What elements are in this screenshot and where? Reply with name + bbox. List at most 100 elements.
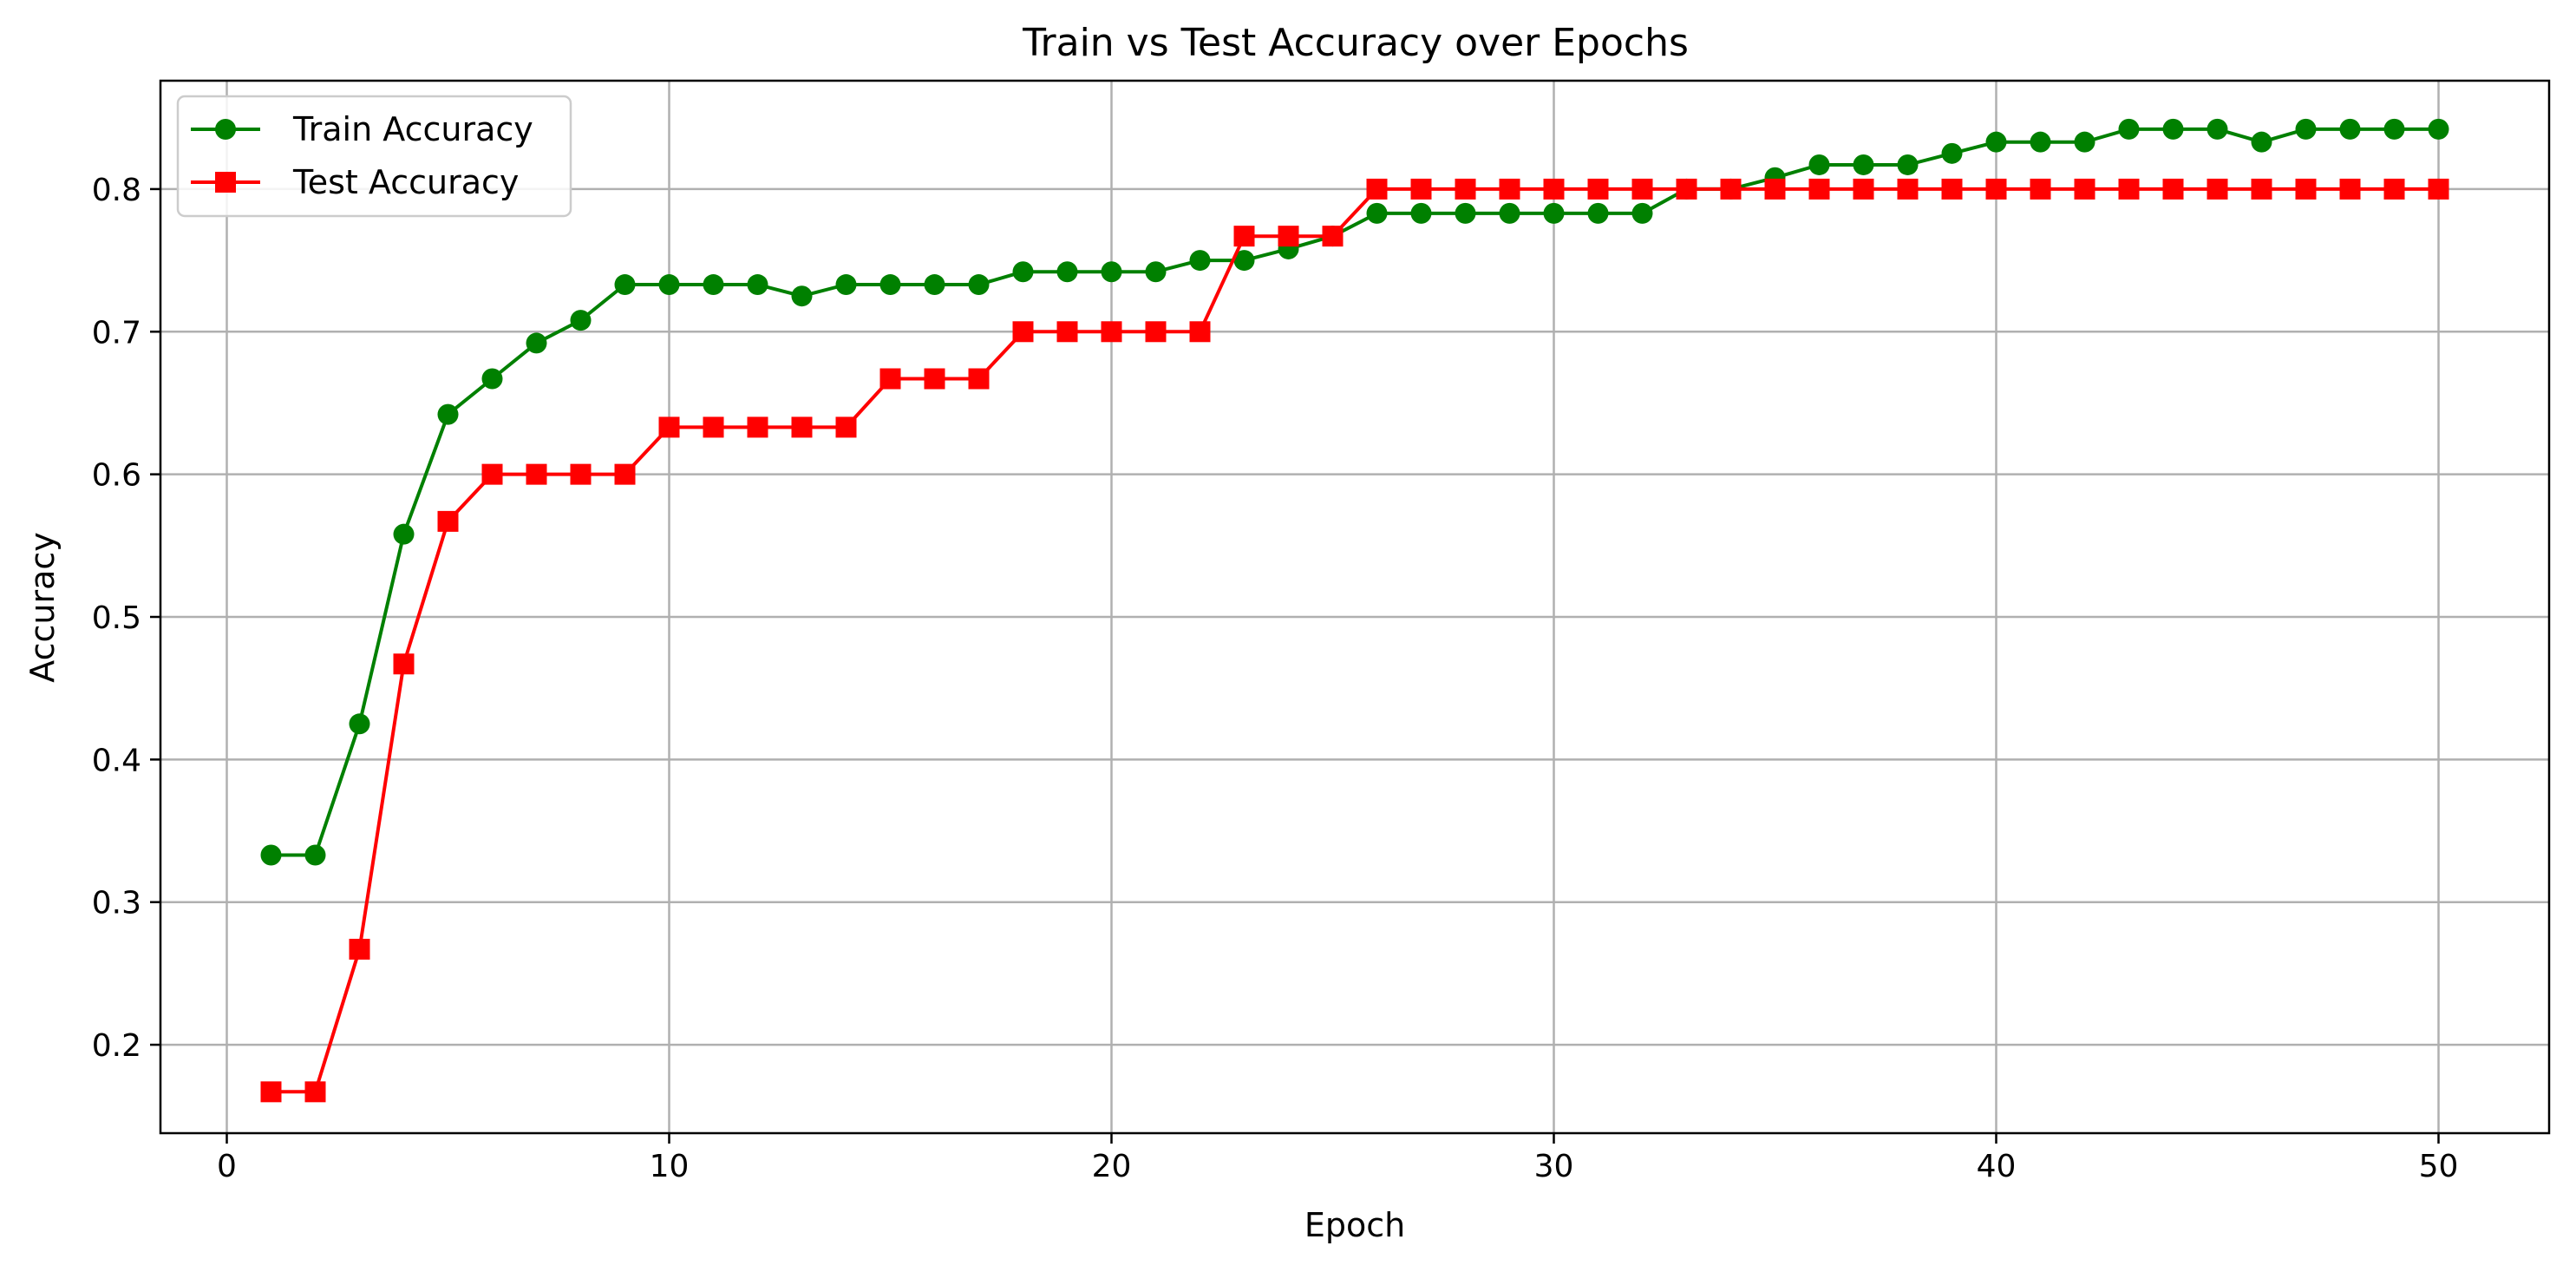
- train-accuracy-point: [614, 274, 636, 296]
- test-accuracy-point: [1985, 178, 2007, 200]
- test-accuracy-point: [1853, 178, 1874, 200]
- y-tick-label: 0.7: [92, 315, 141, 351]
- train-accuracy-point: [879, 274, 901, 296]
- train-accuracy-point: [1587, 202, 1609, 224]
- test-accuracy-point: [1941, 178, 1963, 200]
- legend-box: [176, 95, 572, 218]
- test-accuracy-point: [2030, 178, 2051, 200]
- train-accuracy-point: [349, 713, 370, 735]
- test-accuracy-point: [658, 416, 680, 438]
- test-accuracy-point: [349, 938, 370, 960]
- test-accuracy-point: [437, 510, 459, 532]
- test-accuracy-point: [924, 368, 945, 390]
- y-tick-label: 0.8: [92, 173, 141, 208]
- legend: Train Accuracy Test Accuracy: [176, 95, 572, 218]
- test-accuracy-point: [1499, 178, 1520, 200]
- series-layer: [260, 118, 2449, 1103]
- test-accuracy-point: [393, 653, 415, 675]
- train-accuracy-point: [1543, 202, 1565, 224]
- x-tick-label: 20: [1092, 1149, 1132, 1184]
- train-accuracy-point: [1101, 261, 1122, 283]
- train-accuracy-point: [1366, 202, 1388, 224]
- test-accuracy-point: [1101, 321, 1122, 343]
- train-accuracy-point: [260, 844, 282, 866]
- test-accuracy-point: [260, 1081, 282, 1103]
- train-accuracy-point: [1808, 154, 1830, 175]
- x-tick-label: 40: [1977, 1149, 2017, 1184]
- test-accuracy-point: [2074, 178, 2095, 200]
- test-accuracy-point: [835, 416, 857, 438]
- train-accuracy-point: [1056, 261, 1078, 283]
- legend-test-label: Test Accuracy: [292, 163, 519, 201]
- test-accuracy-point: [1720, 178, 1742, 200]
- test-accuracy-point: [1012, 321, 1034, 343]
- test-accuracy-point: [1322, 226, 1344, 247]
- test-accuracy-point: [2383, 178, 2405, 200]
- train-accuracy-point: [658, 274, 680, 296]
- train-accuracy-point: [2207, 118, 2228, 140]
- train-accuracy-point: [2251, 131, 2272, 153]
- test-accuracy-point: [1056, 321, 1078, 343]
- train-accuracy-point: [481, 368, 503, 390]
- test-accuracy-point: [2162, 178, 2184, 200]
- chart-title: Train vs Test Accuracy over Epochs: [1022, 21, 1689, 65]
- train-accuracy-point: [1233, 250, 1255, 272]
- y-tick-label: 0.3: [92, 886, 141, 921]
- train-accuracy-point: [747, 274, 768, 296]
- test-accuracy-point: [1764, 178, 1786, 200]
- test-accuracy-point: [2428, 178, 2449, 200]
- legend-train-label: Train Accuracy: [292, 110, 533, 148]
- train-accuracy-series: [260, 118, 2449, 866]
- train-accuracy-point: [2295, 118, 2317, 140]
- train-accuracy-point: [703, 274, 724, 296]
- test-accuracy-series: [260, 178, 2449, 1103]
- legend-test-marker: [215, 172, 236, 193]
- train-accuracy-point: [2162, 118, 2184, 140]
- test-accuracy-point: [2339, 178, 2361, 200]
- x-tick-label: 10: [650, 1149, 690, 1184]
- test-accuracy-point: [747, 416, 768, 438]
- test-accuracy-point: [570, 463, 592, 485]
- test-accuracy-point: [879, 368, 901, 390]
- train-accuracy-point: [2339, 118, 2361, 140]
- train-accuracy-point: [2074, 131, 2095, 153]
- test-accuracy-point: [1410, 178, 1432, 200]
- train-accuracy-point: [1631, 202, 1653, 224]
- train-accuracy-point: [968, 274, 990, 296]
- test-accuracy-point: [1233, 226, 1255, 247]
- y-tick-label: 0.5: [92, 600, 141, 636]
- test-accuracy-point: [1808, 178, 1830, 200]
- test-accuracy-point: [1145, 321, 1167, 343]
- train-accuracy-point: [393, 523, 415, 545]
- y-tick-label: 0.2: [92, 1028, 141, 1064]
- train-accuracy-point: [1455, 202, 1476, 224]
- train-accuracy-point: [1941, 142, 1963, 164]
- x-tick-label: 50: [2419, 1149, 2459, 1184]
- x-axis-label: Epoch: [1304, 1206, 1405, 1244]
- test-accuracy-point: [526, 463, 547, 485]
- test-accuracy-point: [703, 416, 724, 438]
- legend-train-marker: [215, 119, 236, 140]
- train-accuracy-point: [526, 332, 547, 354]
- test-accuracy-point: [2207, 178, 2228, 200]
- train-accuracy-point: [437, 403, 459, 425]
- train-accuracy-point: [1012, 261, 1034, 283]
- x-axis: 0 10 20 30 40 50: [217, 1133, 2458, 1184]
- test-accuracy-point: [1676, 178, 1697, 200]
- train-accuracy-point: [2030, 131, 2051, 153]
- y-axis-label: Accuracy: [23, 532, 62, 683]
- train-accuracy-point: [304, 844, 326, 866]
- test-accuracy-point: [304, 1081, 326, 1103]
- train-accuracy-point: [1189, 250, 1211, 272]
- test-accuracy-point: [614, 463, 636, 485]
- test-accuracy-point: [1366, 178, 1388, 200]
- x-tick-label: 0: [217, 1149, 237, 1184]
- test-accuracy-point: [2295, 178, 2317, 200]
- test-accuracy-point: [481, 463, 503, 485]
- y-tick-label: 0.4: [92, 743, 141, 778]
- test-accuracy-point: [791, 416, 813, 438]
- train-accuracy-point: [2118, 118, 2140, 140]
- train-accuracy-point: [1985, 131, 2007, 153]
- train-accuracy-point: [924, 274, 945, 296]
